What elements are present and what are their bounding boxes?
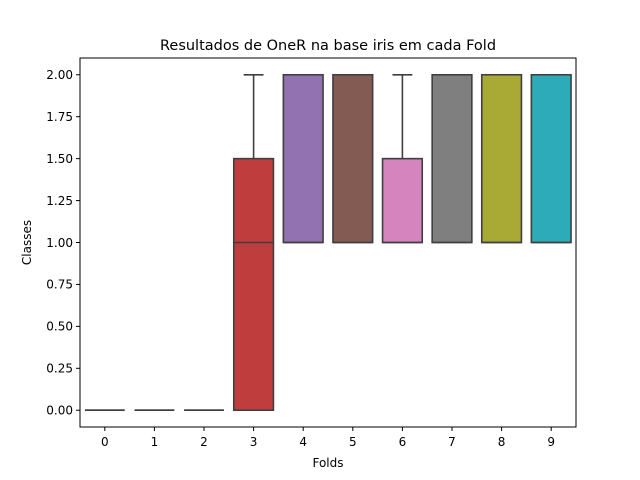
box-group-5 xyxy=(332,73,374,244)
box-6 xyxy=(381,157,424,244)
boxes-layer xyxy=(84,73,572,412)
y-tick-label-2: 0.50 xyxy=(46,320,73,334)
x-tick-label-2: 2 xyxy=(200,435,208,449)
box-4 xyxy=(282,73,324,244)
x-axis-label: Folds xyxy=(312,456,343,470)
y-tick-label-8: 2.00 xyxy=(46,68,73,82)
box-8 xyxy=(480,73,523,244)
y-axis-label: Classes xyxy=(20,220,34,265)
x-tick-label-5: 5 xyxy=(349,435,357,449)
y-tick-label-6: 1.50 xyxy=(46,152,73,166)
y-tick-label-3: 0.75 xyxy=(46,278,73,292)
box-3 xyxy=(232,157,275,412)
chart-title: Resultados de OneR na base iris em cada … xyxy=(160,38,496,54)
x-tick-label-3: 3 xyxy=(250,435,258,449)
box-9 xyxy=(530,73,572,244)
x-tick-label-6: 6 xyxy=(399,435,407,449)
x-axis: 0 1 2 3 4 5 6 7 8 9 xyxy=(101,427,555,449)
box-group-4 xyxy=(282,73,324,244)
y-tick-label-7: 1.75 xyxy=(46,110,73,124)
box-group-9 xyxy=(530,73,572,244)
y-tick-label-1: 0.25 xyxy=(46,362,73,376)
x-tick-label-1: 1 xyxy=(151,435,159,449)
box-group-7 xyxy=(431,73,473,244)
box-group-8 xyxy=(480,73,523,244)
x-tick-label-7: 7 xyxy=(448,435,456,449)
x-tick-label-9: 9 xyxy=(547,435,555,449)
box-7 xyxy=(431,73,473,244)
x-tick-label-4: 4 xyxy=(299,435,307,449)
box-group-6 xyxy=(381,73,424,244)
x-tick-label-8: 8 xyxy=(498,435,506,449)
y-tick-label-5: 1.25 xyxy=(46,194,73,208)
y-tick-label-4: 1.00 xyxy=(46,236,73,250)
y-tick-label-0: 0.00 xyxy=(46,404,73,418)
box-group-3 xyxy=(232,73,275,412)
box-5 xyxy=(332,73,374,244)
x-tick-label-0: 0 xyxy=(101,435,109,449)
y-axis: 0.00 0.25 0.50 0.75 1.00 1.25 1.50 1.75 2.00 xyxy=(46,68,80,418)
